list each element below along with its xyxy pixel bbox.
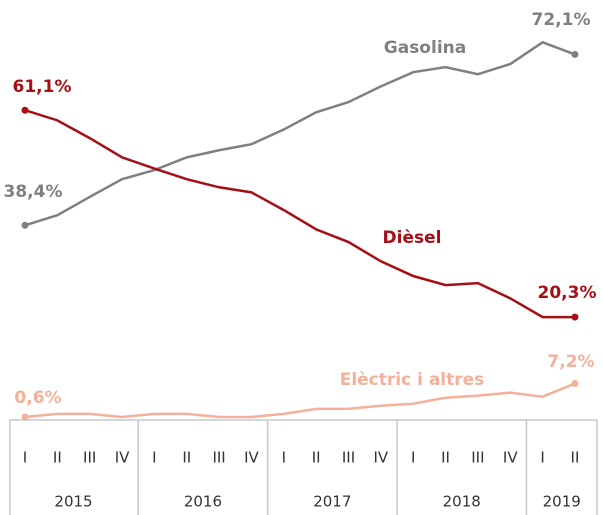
line-series bbox=[24, 40, 576, 227]
x-group-label: 2019 bbox=[543, 493, 581, 511]
end-point bbox=[571, 313, 579, 321]
series-label: Dièsel bbox=[383, 228, 442, 248]
x-group-label: 2016 bbox=[184, 493, 222, 511]
x-tick-label: IV bbox=[503, 449, 518, 467]
value-label: 61,1% bbox=[13, 77, 72, 97]
end-point bbox=[571, 379, 579, 387]
x-group-label: 2015 bbox=[54, 493, 92, 511]
end-point bbox=[571, 50, 579, 58]
x-tick-label: III bbox=[342, 449, 355, 467]
x-tick-label: II bbox=[182, 449, 191, 467]
x-group-label: 2017 bbox=[313, 493, 351, 511]
value-label: 0,6% bbox=[14, 388, 61, 408]
x-tick-label: IV bbox=[374, 449, 389, 467]
x-tick-label: II bbox=[53, 449, 62, 467]
end-point bbox=[21, 221, 29, 229]
x-tick-label: III bbox=[83, 449, 96, 467]
x-tick-label: II bbox=[441, 449, 450, 467]
x-tick-label: I bbox=[23, 449, 27, 467]
end-point bbox=[21, 106, 29, 114]
value-label: 20,3% bbox=[538, 283, 597, 303]
x-tick-label: III bbox=[212, 449, 225, 467]
x-tick-label: I bbox=[411, 449, 415, 467]
x-tick-label: IV bbox=[115, 449, 130, 467]
x-tick-label: I bbox=[152, 449, 156, 467]
x-tick-label: II bbox=[571, 449, 580, 467]
x-tick-label: II bbox=[312, 449, 321, 467]
x-tick-label: I bbox=[282, 449, 286, 467]
value-label: 38,4% bbox=[4, 182, 63, 202]
value-label: 7,2% bbox=[547, 352, 594, 372]
line-series bbox=[24, 109, 575, 319]
end-point bbox=[21, 413, 29, 421]
x-tick-label: IV bbox=[244, 449, 259, 467]
series-label: Gasolina bbox=[384, 38, 466, 58]
series-label: Elèctric i altres bbox=[340, 370, 485, 390]
value-label: 72,1% bbox=[532, 10, 591, 30]
line-series bbox=[24, 382, 576, 419]
x-tick-label: I bbox=[540, 449, 544, 467]
x-tick-label: III bbox=[471, 449, 484, 467]
x-group-label: 2018 bbox=[443, 493, 481, 511]
